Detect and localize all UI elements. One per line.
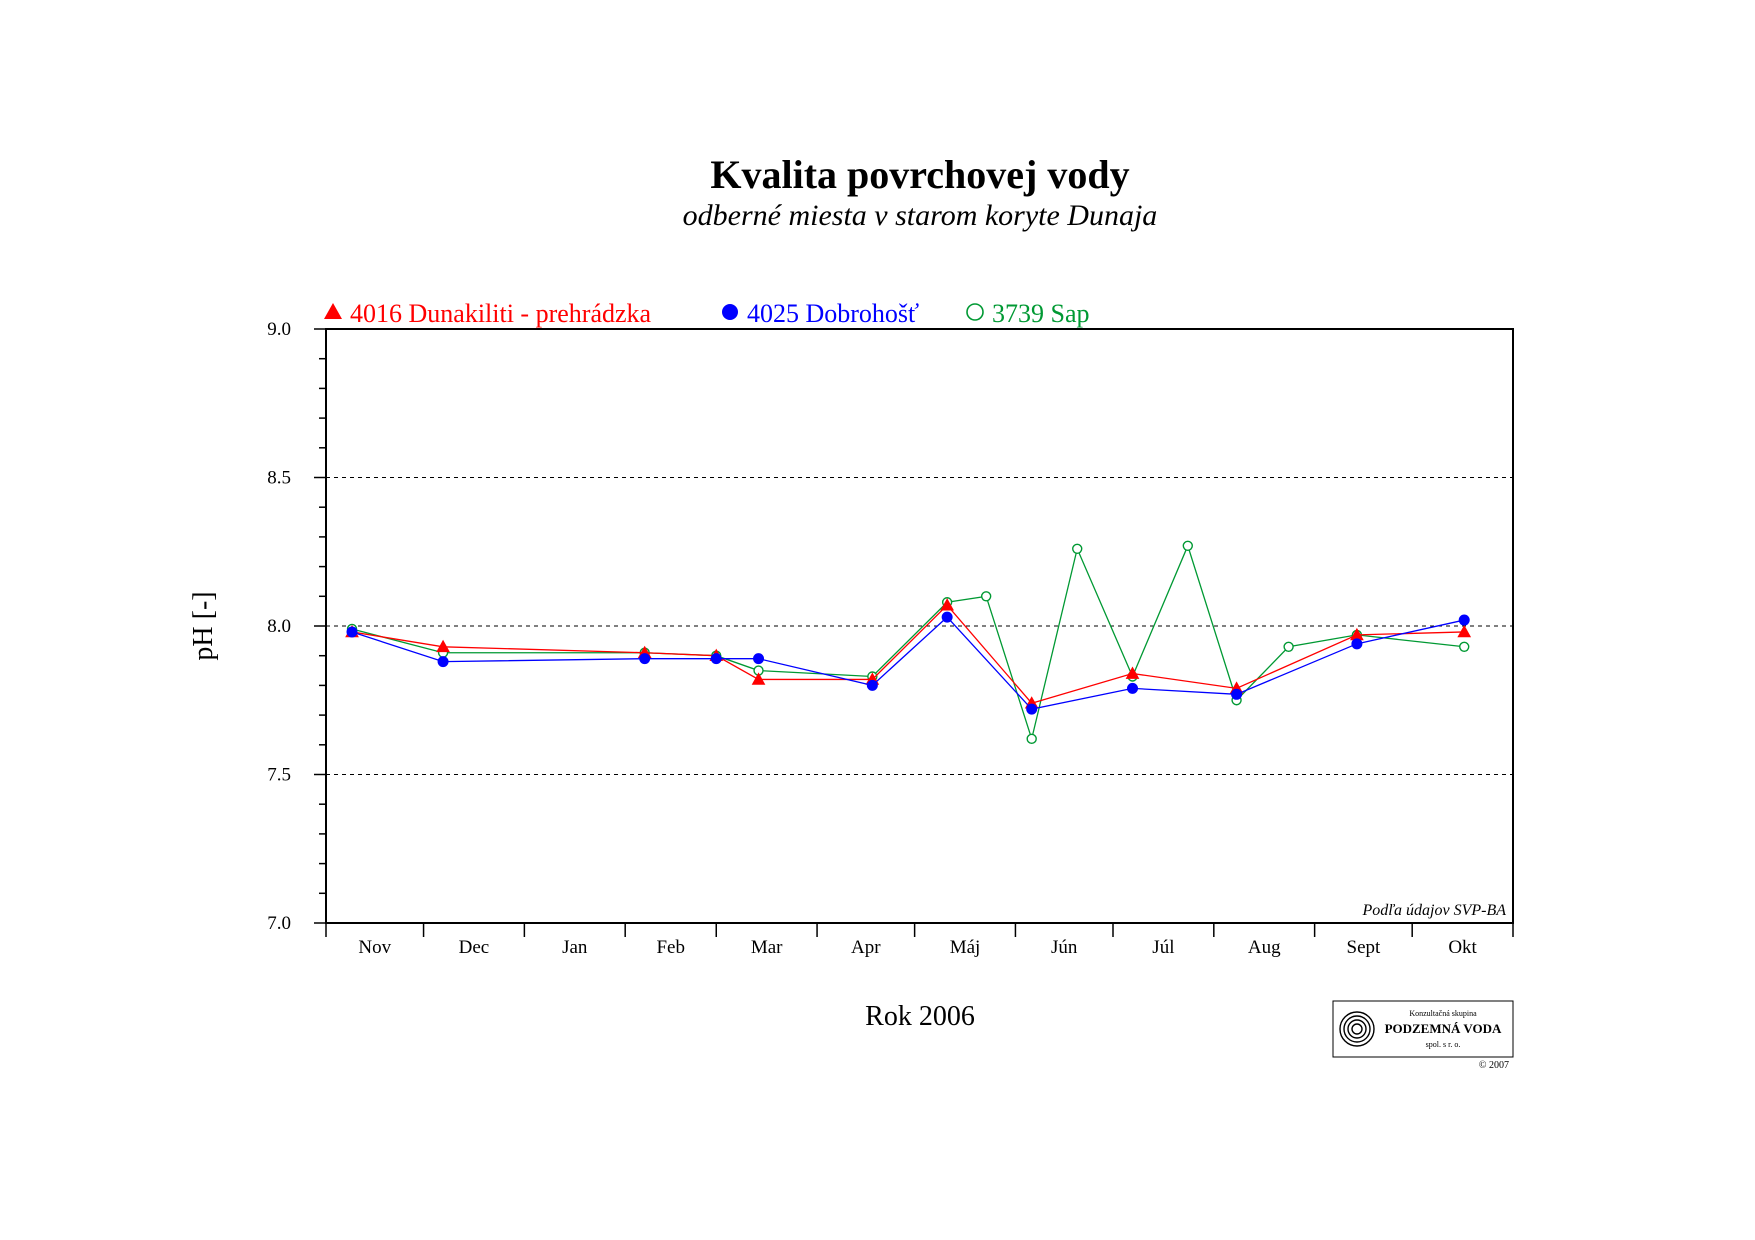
filled-circle-marker [1351,638,1363,650]
x-tick-label: Aug [1248,937,1281,958]
filled-circle-marker [1127,682,1139,694]
open-circle-marker [1072,543,1083,554]
open-circle-marker [1283,641,1294,652]
series-line [351,543,1465,742]
filled-circle-marker [437,656,449,668]
open-circle-marker [1182,540,1193,552]
series-line [351,604,1465,704]
y-tick-label: 7.0 [267,913,291,934]
open-circle-marker [1459,641,1470,652]
filled-circle-marker [941,611,953,623]
company-logo: Konzultačná skupina PODZEMNÁ VODA spol. … [1332,1000,1514,1071]
x-tick-label: Sept [1347,937,1382,958]
chart-subtitle: odberné miesta v starom koryte Dunaja [683,199,1158,232]
source-note: Podľa údajov SVP-BA [1361,902,1506,919]
legend-item: 3739 Sap [966,299,1090,328]
x-axis: Nov Dec Jan Feb Mar Apr Máj Jún Júl Aug Sept Okt [325,923,1514,958]
x-tick-label: Okt [1448,937,1477,958]
logo-line1: Konzultačná skupina [1409,1009,1477,1018]
logo-line3: spol. s r. o. [1426,1040,1461,1049]
legend: 4016 Dunakiliti - prehrádzka 4025 Dobroho… [324,299,1090,328]
open-circle-marker [1026,733,1037,745]
open-circle-marker [980,591,992,602]
logo-frame [1332,1000,1514,1058]
series-2 [346,540,1470,745]
x-tick-label: Dec [459,937,490,958]
legend-open-circle-icon [966,303,984,321]
legend-label: 4016 Dunakiliti - prehrádzka [350,299,652,328]
filled-circle-marker [753,653,765,665]
filled-circle-marker [710,653,722,665]
triangle-marker [436,639,450,653]
x-tick-label: Máj [950,937,981,958]
filled-circle-marker [639,653,651,665]
series-1 [346,611,1470,715]
x-tick-label: Júl [1152,937,1174,958]
x-tick-label: Apr [851,937,881,958]
y-tick-label: 8.5 [267,468,291,489]
filled-circle-marker [1458,614,1470,626]
y-tick-label: 8.0 [267,616,291,637]
triangle-marker [751,672,766,685]
filled-circle-marker [346,626,358,638]
y-tick-label: 7.5 [267,765,291,786]
fingerprint-icon [1339,1011,1375,1047]
triangle-marker [1125,666,1140,679]
x-axis-title: Rok 2006 [865,1001,975,1032]
y-axis-title: pH [-] [188,591,219,660]
chart-title: Kvalita povrchovej vody [710,152,1129,197]
x-tick-label: Feb [656,937,685,958]
x-tick-label: Jan [562,937,588,958]
logo-copyright: © 2007 [1479,1060,1509,1071]
y-axis: 7.0 7.5 8.0 8.5 9.0 [267,319,326,934]
series-0 [345,598,1472,709]
x-tick-label: Jún [1051,937,1078,958]
y-tick-label: 9.0 [267,319,291,340]
grid-lines [326,477,1513,775]
legend-filled-circle-icon [722,304,738,320]
legend-label: 3739 Sap [992,299,1090,328]
x-tick-label: Nov [358,937,391,958]
legend-triangle-icon [324,303,342,319]
legend-label: 4025 Dobrohošť [747,299,919,328]
x-tick-label: Mar [751,937,783,958]
triangle-marker [940,598,954,611]
series-line [351,616,1465,710]
filled-circle-marker [866,679,878,691]
filled-circle-marker [1026,703,1038,715]
legend-item: 4025 Dobrohošť [722,299,919,328]
filled-circle-marker [1231,688,1243,700]
logo-line2: PODZEMNÁ VODA [1385,1021,1502,1036]
legend-item: 4016 Dunakiliti - prehrádzka [324,299,652,328]
triangle-marker [1457,624,1472,638]
series-layer [345,540,1472,745]
